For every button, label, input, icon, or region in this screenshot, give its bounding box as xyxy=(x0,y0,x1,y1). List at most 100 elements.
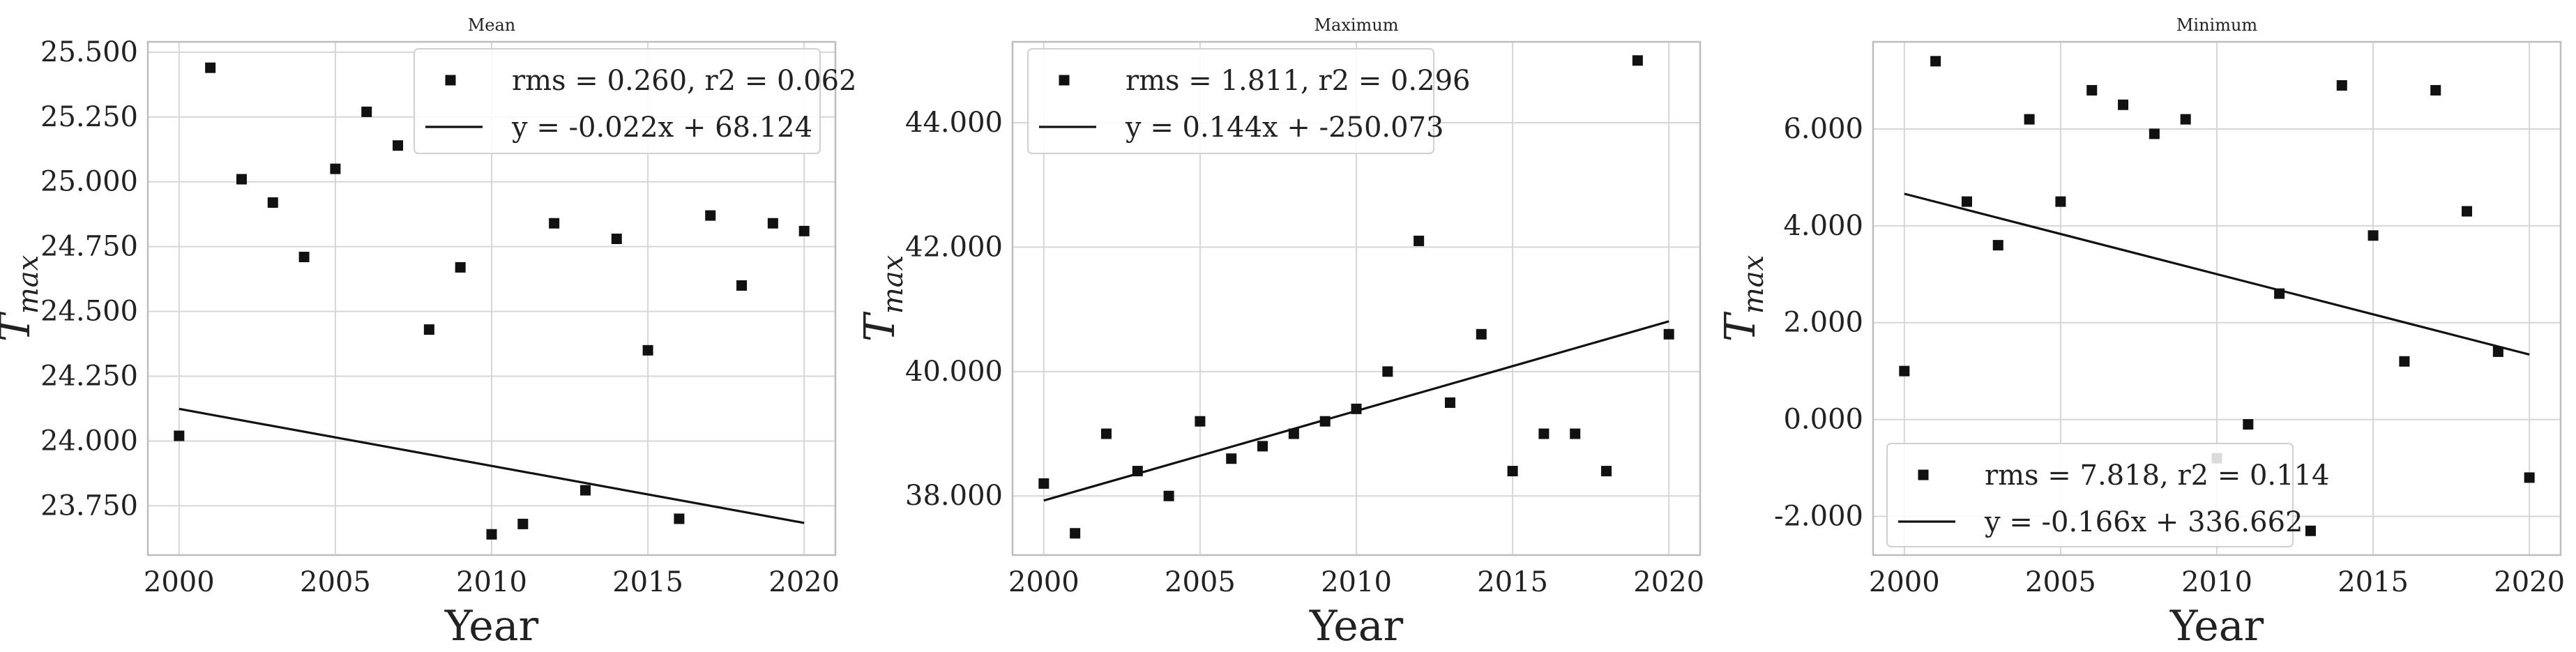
data-point-2009 xyxy=(1319,416,1331,427)
data-point-2017 xyxy=(705,210,716,221)
x-tick-label: 2020 xyxy=(1633,566,1704,598)
data-point-2001 xyxy=(1070,528,1081,539)
chart-panel-1: 23.750 24.000 24.250 24.500 24.750 25.000 25.2… xyxy=(0,15,857,651)
plot-frame xyxy=(146,40,837,556)
data-point-2002 xyxy=(236,174,247,185)
legend-box xyxy=(1886,443,2294,547)
data-point-2004 xyxy=(2024,114,2035,125)
data-point-2018 xyxy=(1601,466,1612,477)
data-point-2000 xyxy=(174,430,185,441)
legend-box xyxy=(1027,48,1434,154)
legend-marker-square xyxy=(445,75,456,86)
legend-label-fit: y = -0.022x + 68.124 xyxy=(511,112,812,144)
data-point-2014 xyxy=(2336,79,2347,91)
data-point-2013 xyxy=(579,485,591,496)
data-point-2008 xyxy=(1288,428,1299,439)
y-tick-label: 2.000 xyxy=(1783,307,1863,339)
data-point-2015 xyxy=(1507,466,1518,477)
panel-title: Mean xyxy=(468,15,516,35)
x-axis-title: Year xyxy=(1309,602,1404,651)
data-point-2020 xyxy=(798,225,810,236)
data-point-2004 xyxy=(1163,490,1174,501)
legend-label-points: rms = 0.260, r2 = 0.062 xyxy=(512,65,857,97)
data-point-2013 xyxy=(1444,397,1455,408)
x-tick-label: 2010 xyxy=(2181,566,2252,598)
data-point-2003 xyxy=(267,197,278,208)
data-point-2007 xyxy=(393,140,404,151)
data-point-2015 xyxy=(2367,230,2379,241)
fit-line xyxy=(1904,192,2530,356)
data-point-2001 xyxy=(205,62,216,73)
y-axis-title: Tmax xyxy=(0,255,45,342)
x-tick-label: 2010 xyxy=(456,566,527,598)
y-axis-title-main: T xyxy=(1716,311,1765,342)
data-point-2009 xyxy=(2180,114,2191,125)
data-point-2010 xyxy=(1351,403,1362,414)
y-tick-label: 24.000 xyxy=(40,425,138,457)
data-point-2014 xyxy=(1476,328,1487,340)
legend: rms = 1.811, r2 = 0.296 y = 0.144x + -250… xyxy=(1027,48,1471,154)
data-point-2019 xyxy=(767,218,778,229)
x-tick-label: 2010 xyxy=(1321,566,1392,598)
y-tick-label: 24.500 xyxy=(40,296,138,328)
data-point-2013 xyxy=(2305,525,2316,536)
y-tick-label: 0.000 xyxy=(1783,404,1863,436)
data-point-2003 xyxy=(1132,466,1143,477)
y-axis-title-subscript: max xyxy=(877,255,909,314)
y-tick-label: 38.000 xyxy=(905,480,1003,512)
data-point-2011 xyxy=(1382,366,1393,377)
data-point-2017 xyxy=(1570,428,1581,439)
y-tick-label: 24.250 xyxy=(40,361,138,393)
data-point-2019 xyxy=(2492,346,2503,357)
x-tick-label: 2005 xyxy=(1165,566,1236,598)
data-point-2020 xyxy=(1663,328,1674,340)
legend-label-fit: y = -0.166x + 336.662 xyxy=(1984,506,2303,538)
data-point-2001 xyxy=(1930,56,1941,67)
data-point-2005 xyxy=(2055,196,2066,207)
data-point-2016 xyxy=(2399,356,2410,367)
data-point-2003 xyxy=(1992,240,2003,251)
y-tick-label: 40.000 xyxy=(905,356,1003,388)
data-point-2020 xyxy=(2524,472,2535,483)
data-point-2019 xyxy=(1632,55,1643,66)
x-tick-label: 2000 xyxy=(1869,566,1940,598)
y-tick-label: 6.000 xyxy=(1783,113,1863,145)
x-tick-label: 2020 xyxy=(2494,566,2565,598)
y-tick-label: 44.000 xyxy=(905,107,1003,139)
legend-label-fit: y = 0.144x + -250.073 xyxy=(1125,112,1444,144)
x-tick-label: 2015 xyxy=(1477,566,1548,598)
legend-marker-square xyxy=(1918,469,1929,480)
data-point-2006 xyxy=(1226,453,1237,464)
y-axis-title: Tmax xyxy=(856,255,909,342)
data-point-2012 xyxy=(549,218,560,229)
data-point-2005 xyxy=(1195,416,1206,427)
data-point-2000 xyxy=(1038,478,1050,489)
y-axis-title-main: T xyxy=(0,311,40,342)
y-tick-label: 25.000 xyxy=(40,166,138,198)
legend: rms = 7.818, r2 = 0.114 y = -0.166x + 336… xyxy=(1886,443,2330,547)
x-tick-label: 2000 xyxy=(144,566,215,598)
chart-panel-3: -2.000 0.000 2.000 4.000 6.000 2000 2005 2010 20… xyxy=(1716,15,2565,651)
x-axis-title: Year xyxy=(444,602,539,651)
x-tick-label: 2005 xyxy=(2025,566,2096,598)
data-point-2018 xyxy=(2462,206,2473,217)
data-point-2008 xyxy=(2149,128,2160,139)
y-tick-label: 25.500 xyxy=(40,36,138,68)
data-point-2008 xyxy=(423,324,434,335)
y-axis-title-subscript: max xyxy=(1738,255,1770,314)
x-tick-label: 2015 xyxy=(2338,566,2409,598)
x-tick-label: 2015 xyxy=(612,566,683,598)
data-point-2016 xyxy=(1538,428,1550,439)
x-tick-label: 2005 xyxy=(300,566,371,598)
data-point-2005 xyxy=(330,163,341,174)
data-point-2011 xyxy=(517,518,529,529)
y-axis-title-subscript: max xyxy=(13,255,45,314)
legend-label-points: rms = 1.811, r2 = 0.296 xyxy=(1126,65,1471,97)
data-point-2000 xyxy=(1899,365,1910,377)
y-tick-label: 25.250 xyxy=(40,101,138,133)
data-point-2007 xyxy=(1257,441,1268,452)
y-tick-label: 4.000 xyxy=(1783,210,1863,242)
y-axis-title-main: T xyxy=(856,311,904,342)
data-point-2017 xyxy=(2430,84,2441,96)
data-point-2009 xyxy=(455,261,466,273)
